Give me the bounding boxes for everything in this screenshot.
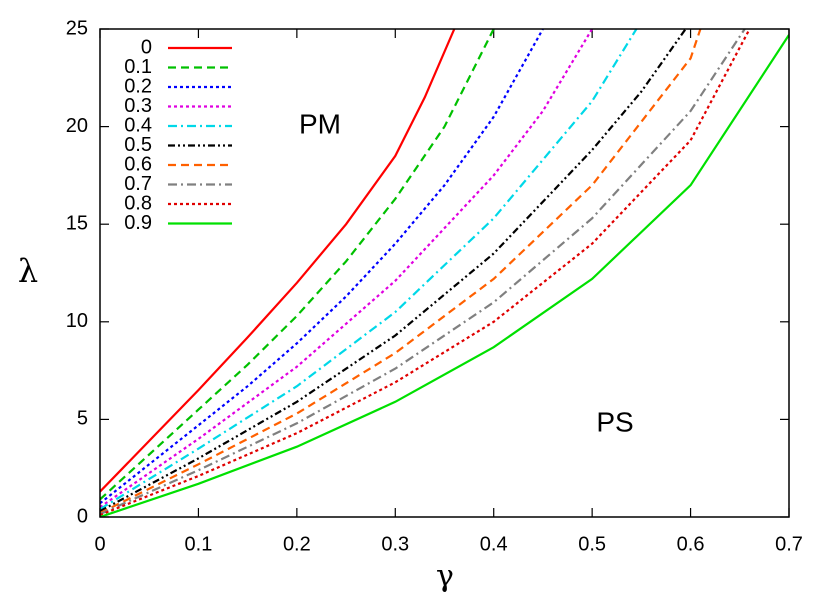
region-label: PM [299, 108, 341, 139]
y-tick-label: 5 [77, 408, 88, 430]
series-line [100, 29, 751, 517]
y-tick-label: 25 [66, 17, 88, 39]
x-tick-label: 0.6 [677, 533, 705, 555]
legend-label: 0.2 [124, 75, 152, 97]
y-tick-label: 0 [77, 505, 88, 527]
y-tick-label: 20 [66, 115, 88, 137]
series-line [100, 29, 544, 505]
plot-frame [99, 28, 790, 518]
series-line [100, 29, 456, 493]
y-tick-label: 10 [66, 310, 88, 332]
x-tick-label: 0.7 [775, 533, 803, 555]
series-line [100, 29, 638, 511]
legend-label: 0.9 [124, 212, 152, 234]
legend-label: 0.6 [124, 153, 152, 175]
series-line [100, 29, 702, 515]
x-tick-label: 0.3 [381, 533, 409, 555]
series-line [100, 34, 789, 517]
y-axis-label: λ [18, 252, 38, 290]
legend-label: 0 [141, 36, 152, 58]
x-tick-label: 0.4 [480, 533, 508, 555]
plot-lines [100, 29, 789, 517]
legend-label: 0.5 [124, 134, 152, 156]
legend-label: 0.3 [124, 95, 152, 117]
region-label: PS [596, 406, 633, 437]
x-axis-label: γ [436, 559, 454, 593]
legend-label: 0.7 [124, 173, 152, 195]
series-line [100, 29, 746, 516]
series-line [100, 29, 495, 501]
legend-label: 0.1 [124, 56, 152, 78]
series-line [100, 29, 594, 509]
x-tick-label: 0 [94, 533, 105, 555]
legend-label: 0.4 [124, 114, 152, 136]
x-tick-label: 0.5 [578, 533, 606, 555]
series-line [100, 29, 687, 513]
y-tick-label: 15 [66, 212, 88, 234]
legend-label: 0.8 [124, 192, 152, 214]
x-tick-label: 0.1 [185, 533, 213, 555]
x-tick-label: 0.2 [283, 533, 311, 555]
